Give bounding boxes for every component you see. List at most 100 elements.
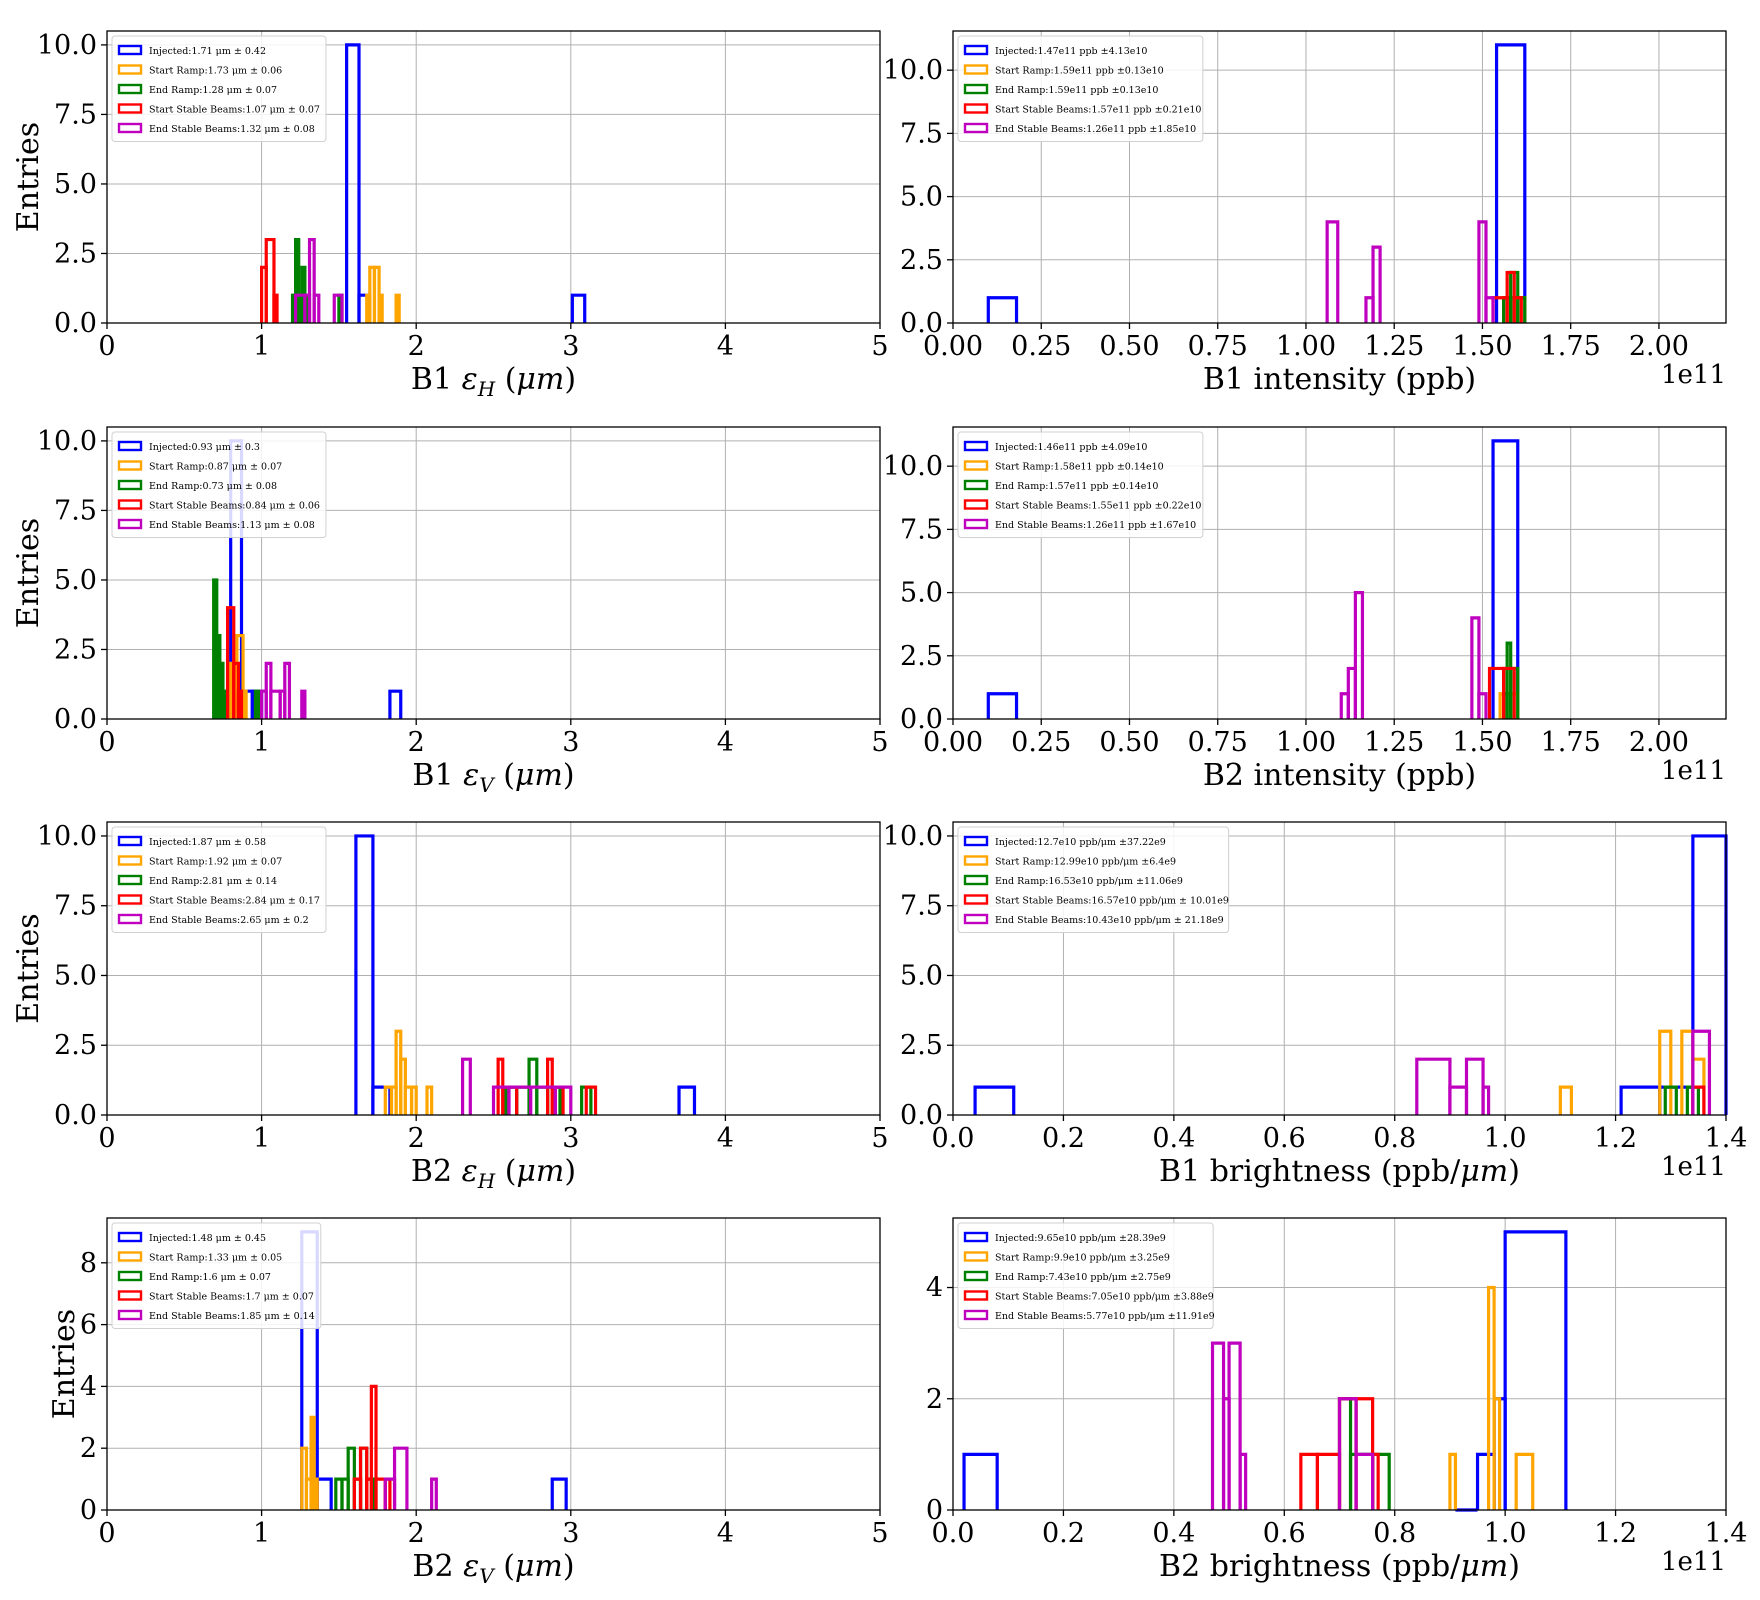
y-tick-label: 5.0	[900, 960, 943, 991]
histogram-bar	[1512, 296, 1523, 323]
legend-label: End Stable Beams:1.26e11 ppb ±1.85e10	[995, 124, 1196, 135]
x-axis-label: B2 εV (μm)	[412, 1549, 574, 1588]
legend-label: End Ramp:1.57e11 ppb ±0.14e10	[995, 481, 1158, 492]
x-offset-label: 1e11	[1661, 1547, 1726, 1577]
histogram-bar	[1475, 1452, 1496, 1510]
legend-label: Start Stable Beams:1.7 μm ± 0.07	[149, 1292, 314, 1303]
legend-label: End Stable Beams:1.13 μm ± 0.08	[149, 520, 315, 531]
legend-label: Injected:1.87 μm ± 0.58	[149, 837, 266, 848]
x-tick-label: 0.75	[1188, 727, 1248, 758]
y-tick-label: 0	[926, 1495, 943, 1526]
x-tick-label: 1.25	[1364, 727, 1424, 758]
x-tick-label: 0.25	[1011, 727, 1071, 758]
legend: Injected:1.47e11 ppb ±4.13e10 Start Ramp:…	[957, 35, 1204, 142]
histogram-bar	[354, 834, 375, 1115]
legend-swatch	[963, 103, 989, 114]
legend-swatch	[117, 1270, 143, 1282]
x-tick-label: 1.50	[1452, 331, 1512, 362]
histogram-bar	[312, 1477, 319, 1510]
x-tick-label: 0.50	[1099, 727, 1159, 758]
legend-label: Start Stable Beams:7.05e10 ppb/μm ±3.88e…	[995, 1292, 1214, 1303]
y-axis-label: Entries	[47, 1309, 82, 1419]
legend-swatch	[963, 440, 989, 452]
x-tick-label: 1.0	[1484, 1518, 1527, 1549]
legend-label: Start Ramp:1.59e11 ppb ±0.13e10	[995, 66, 1164, 77]
histogram-bar	[1238, 1452, 1248, 1510]
legend-label: End Ramp:1.28 μm ± 0.07	[149, 85, 277, 96]
x-tick-label: 1.2	[1594, 1518, 1637, 1549]
legend-box	[957, 35, 1204, 142]
x-tick-label: 1.0	[1484, 1123, 1527, 1154]
histogram-bar	[221, 689, 228, 719]
x-offset-label: 1e11	[1661, 756, 1726, 786]
x-offset-label: 1e11	[1661, 360, 1726, 390]
series-end-stable-beams	[1325, 220, 1495, 323]
histogram-bar	[507, 1085, 533, 1115]
histogram-bar	[1491, 439, 1520, 719]
y-tick-label: 2	[80, 1433, 97, 1464]
y-tick-label: 2.5	[54, 634, 97, 665]
legend-label: Start Ramp:12.99e10 ppb/μm ±6.4e9	[995, 857, 1176, 868]
x-tick-label: 2.00	[1629, 331, 1689, 362]
y-tick-label: 7.5	[900, 891, 943, 922]
histogram-bar	[392, 1446, 409, 1510]
legend-swatch	[117, 1309, 143, 1321]
histogram-bar	[300, 689, 307, 719]
axes-frame	[106, 821, 881, 1116]
axes-frame	[952, 426, 1727, 720]
legend-label: Start Stable Beams:1.57e11 ppb ±0.21e10	[995, 105, 1201, 116]
legend-swatch	[963, 1290, 989, 1301]
y-tick-label: 7.5	[900, 118, 943, 149]
legend-swatch	[117, 835, 143, 847]
y-tick-label: 0.0	[54, 704, 97, 735]
chart-panel-4: 0.00 0.25 0.50 0.75 1.00 1.25 1.50 1.75 2.00 0.0 2…	[883, 426, 1727, 793]
histogram-bar	[332, 293, 344, 323]
legend: Injected:1.46e11 ppb ±4.09e10 Start Ramp:…	[957, 431, 1204, 538]
histogram-bar	[1691, 1029, 1712, 1115]
series-end-stable-beams	[294, 237, 344, 323]
histogram-bar	[1481, 1085, 1491, 1115]
x-tick-label: 1	[253, 1123, 270, 1154]
x-tick-label: 0.0	[932, 1123, 975, 1154]
legend-label: End Ramp:0.73 μm ± 0.08	[149, 481, 277, 492]
histogram-bar	[1299, 1452, 1320, 1510]
x-tick-label: 0.50	[1099, 331, 1159, 362]
y-tick-label: 10.0	[37, 821, 97, 852]
x-tick-label: 0.6	[1263, 1518, 1306, 1549]
legend-label: End Ramp:7.43e10 ppb/μm ±2.75e9	[995, 1272, 1171, 1283]
legend-swatch	[963, 83, 989, 95]
y-tick-label: 8	[80, 1248, 97, 1279]
legend-box	[111, 431, 327, 538]
legend-label: Injected:0.93 μm ± 0.3	[149, 442, 260, 453]
x-axis-label: B2 brightness (ppb/μm)	[1159, 1549, 1520, 1584]
x-tick-label: 0.25	[1011, 331, 1071, 362]
x-tick-label: 1.25	[1364, 331, 1424, 362]
x-tick-label: 0.00	[923, 727, 983, 758]
legend-swatch	[117, 440, 143, 452]
series-injected	[300, 1230, 568, 1510]
histogram-bar	[1619, 1085, 1662, 1115]
legend-swatch	[963, 855, 989, 866]
x-tick-label: 2	[408, 727, 425, 758]
histogram-bar	[1354, 1452, 1375, 1510]
histogram-bar	[309, 1415, 316, 1510]
x-tick-label: 3	[562, 1518, 579, 1549]
legend-swatch	[963, 122, 989, 134]
y-tick-label: 0	[80, 1495, 97, 1526]
legend: Injected:1.87 μm ± 0.58 Start Ramp:1.92 μ…	[111, 826, 327, 933]
histogram-bar	[394, 293, 401, 323]
histogram-bar	[1371, 245, 1382, 323]
histogram-bar	[515, 1085, 531, 1115]
legend-box	[111, 35, 327, 142]
x-tick-label: 4	[717, 727, 734, 758]
histogram-bar	[425, 1085, 434, 1115]
histogram-bar	[1484, 296, 1495, 323]
y-tick-label: 10.0	[883, 451, 943, 482]
axes-frame	[106, 426, 881, 720]
x-tick-label: 5	[871, 331, 888, 362]
histogram-bar	[1348, 1452, 1375, 1510]
x-tick-label: 0.0	[932, 1518, 975, 1549]
legend-label: Injected:1.47e11 ppb ±4.13e10	[995, 46, 1147, 57]
y-tick-label: 5.0	[54, 960, 97, 991]
y-tick-label: 5.0	[900, 182, 943, 213]
